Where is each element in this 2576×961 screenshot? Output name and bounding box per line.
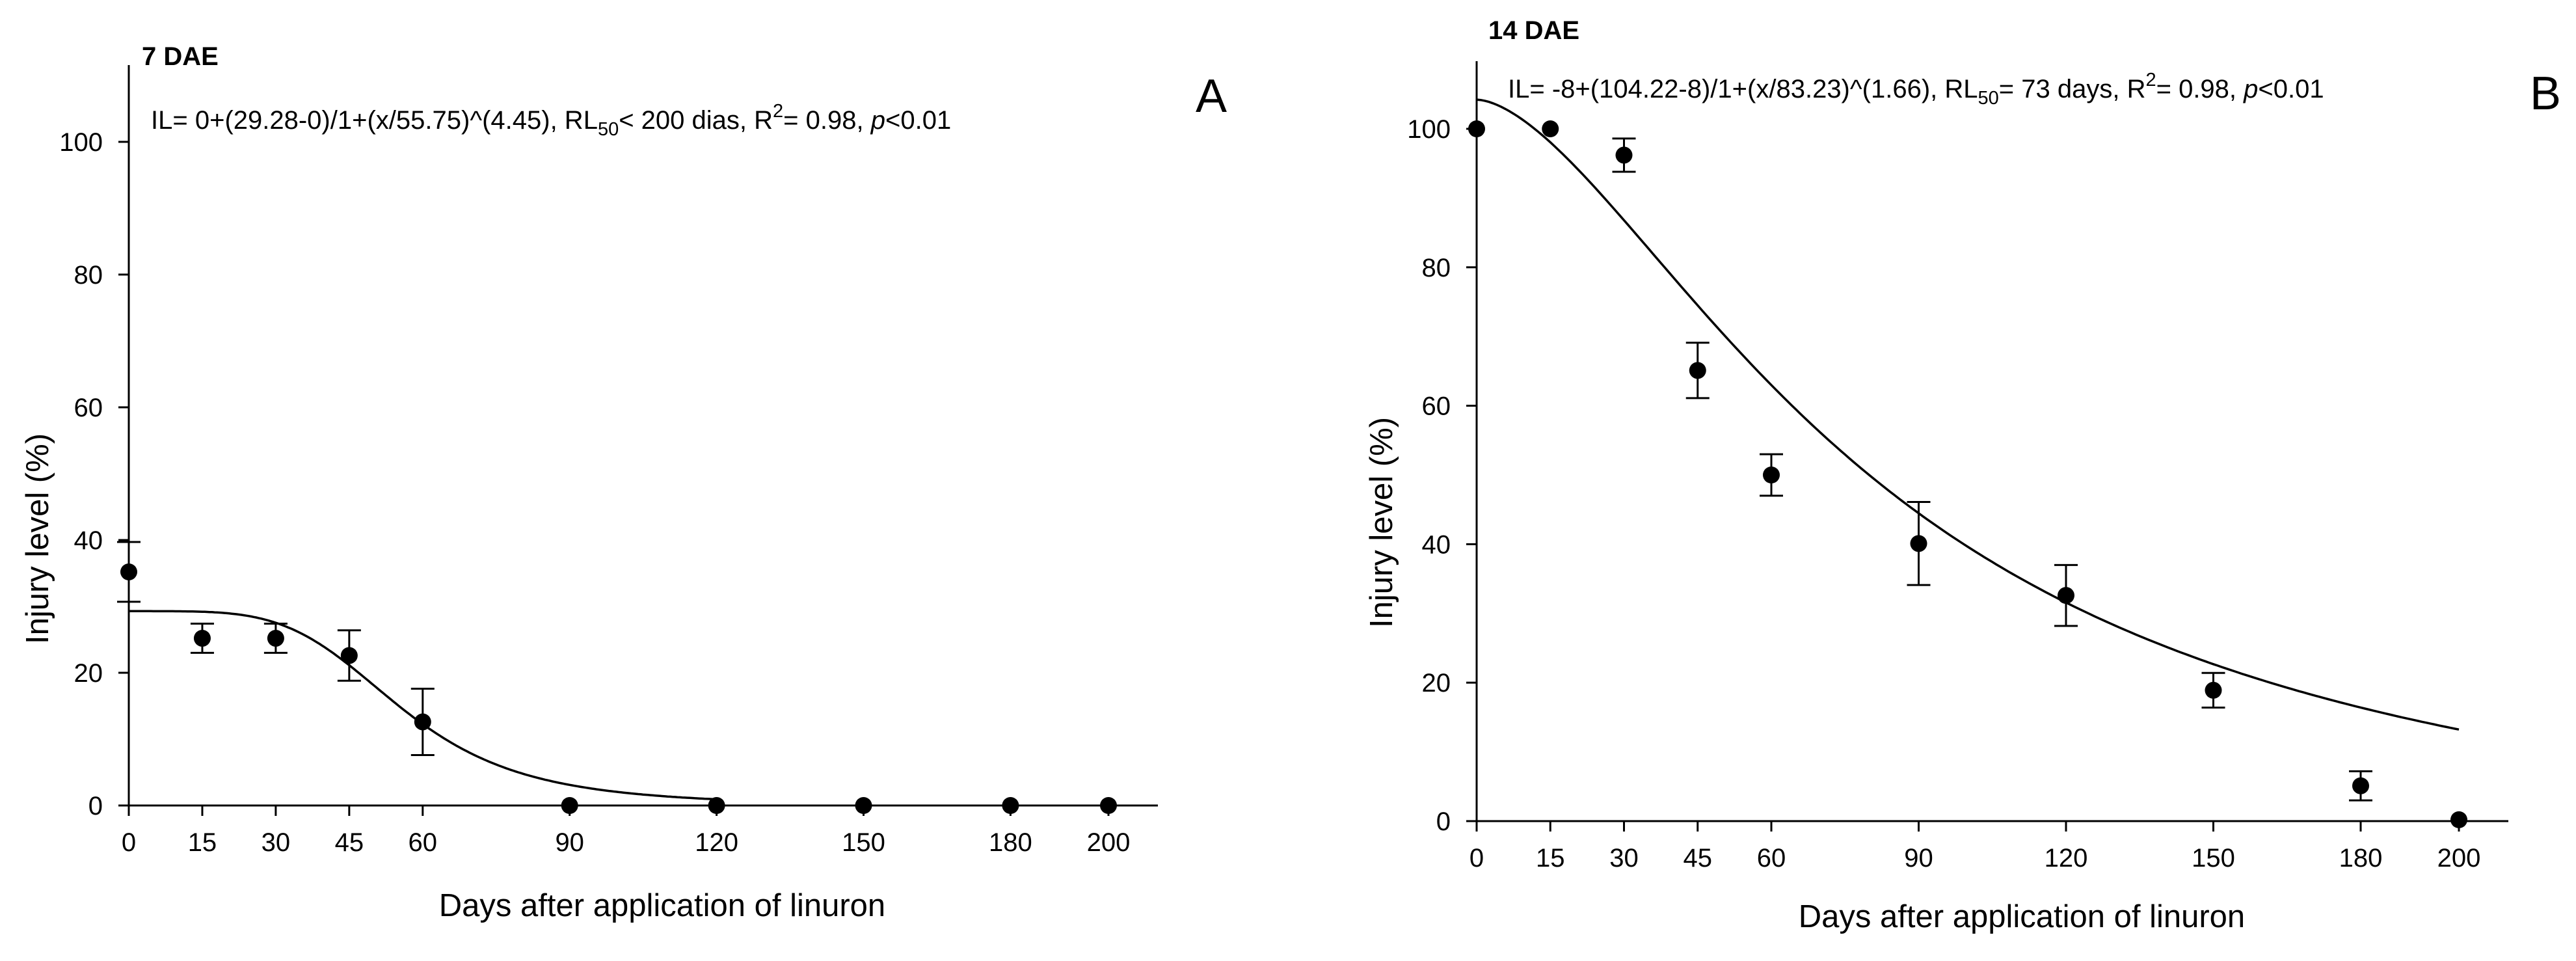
panel-a-data-point — [414, 713, 431, 731]
panel-a-x-tick-label: 15 — [188, 828, 217, 857]
panel-a-x-tick-label: 60 — [409, 828, 438, 857]
panel-b-x-tick-label: 120 — [2045, 844, 2088, 873]
panel-b-x-tick-label: 15 — [1536, 844, 1565, 873]
panel-a-title: 7 DAE — [142, 42, 219, 71]
panel-b-y-tick-label: 60 — [1422, 392, 1451, 421]
panel-a-y-tick-label: 100 — [59, 128, 103, 157]
panel-b-data-point — [1910, 535, 1927, 552]
panel-a-x-tick-label: 180 — [989, 828, 1032, 857]
panel-b-x-axis-label: Days after application of linuron — [1799, 899, 2245, 934]
panel-a-data-point — [267, 629, 284, 647]
panel-a-x-tick-label: 30 — [262, 828, 291, 857]
panel-a-x-tick-label: 90 — [555, 828, 584, 857]
panel-b-x-tick-label: 150 — [2192, 844, 2235, 873]
panel-a-x-tick-label: 200 — [1087, 828, 1131, 857]
panel-b-x-tick-label: 180 — [2339, 844, 2383, 873]
panel-b-x-tick-label: 30 — [1609, 844, 1639, 873]
panel-a-data-point — [1002, 797, 1019, 814]
panel-a-data-point — [855, 797, 872, 814]
panel-b-data-point — [2450, 811, 2467, 828]
panel-a-equation: IL= 0+(29.28-0)/1+(x/55.75)^(4.45), RL50… — [151, 101, 951, 140]
panel-b-equation: IL= -8+(104.22-8)/1+(x/83.23)^(1.66), RL… — [1508, 70, 2324, 109]
panel-b-y-tick-label: 20 — [1422, 669, 1451, 697]
panel-a-y-tick-label: 60 — [74, 394, 103, 422]
panel-b-x-tick-label: 200 — [2437, 844, 2481, 873]
panel-b-letter: B — [2530, 68, 2561, 120]
panel-b-fit-curve — [1476, 98, 2460, 731]
panel-b-y-tick-label: 40 — [1422, 530, 1451, 559]
panel-b-marks: 0 15 30 45 60 90 120 150 180 200 0 20 40 60 80 100 — [1407, 61, 2508, 873]
panel-a-x-tick-label: 150 — [842, 828, 885, 857]
panel-a-y-tick-label: 0 — [88, 792, 103, 820]
panel-a-data-point — [193, 629, 211, 647]
panel-b-title: 14 DAE — [1488, 16, 1579, 45]
panel-b-data-point — [1468, 120, 1485, 137]
panel-b-data-point — [1615, 146, 1633, 164]
panel-a-y-axis-label: Injury level (%) — [20, 433, 55, 644]
panel-b-y-tick-label: 100 — [1407, 115, 1451, 144]
panel-a-data-point — [340, 647, 358, 664]
panel-b-x-tick-label: 90 — [1904, 844, 1933, 873]
panel-a-x-tick-label: 0 — [122, 828, 136, 857]
panel-a: 0 15 30 45 60 90 120 150 180 200 0 20 40 60 80 100 7 DA… — [20, 42, 1227, 923]
panel-b-x-tick-label: 0 — [1469, 844, 1484, 873]
panel-a-data-point — [120, 563, 137, 580]
panel-b-y-axis-label: Injury level (%) — [1364, 417, 1399, 628]
panel-a-data-point — [1100, 797, 1117, 814]
panel-b-y-tick-label: 80 — [1422, 254, 1451, 282]
panel-a-marks: 0 15 30 45 60 90 120 150 180 200 0 20 40 60 80 100 — [59, 65, 1158, 857]
panel-b-data-point — [1763, 467, 1780, 483]
panel-a-letter: A — [1196, 70, 1227, 122]
panel-b-data-point — [2205, 681, 2222, 699]
panel-b-data-point — [1542, 120, 1559, 137]
panel-b-y-tick-label: 0 — [1436, 807, 1451, 836]
panel-a-x-axis-label: Days after application of linuron — [439, 888, 885, 923]
panel-b-x-tick-label: 45 — [1684, 844, 1713, 873]
panel-a-y-tick-label: 40 — [74, 526, 103, 555]
panel-b-x-tick-label: 60 — [1757, 844, 1786, 873]
panel-b-data-point — [2058, 587, 2074, 604]
panel-b: 0 15 30 45 60 90 120 150 180 200 0 20 40 60 80 100 14 D… — [1364, 16, 2561, 934]
panel-a-y-tick-label: 80 — [74, 261, 103, 290]
panel-a-data-point — [708, 797, 725, 814]
panel-b-data-point — [1689, 362, 1706, 379]
panel-a-y-tick-label: 20 — [74, 659, 103, 688]
panel-a-x-tick-label: 45 — [335, 828, 364, 857]
panel-b-data-point — [2352, 777, 2369, 794]
panel-a-x-tick-label: 120 — [695, 828, 738, 857]
panel-a-data-point — [561, 797, 578, 814]
